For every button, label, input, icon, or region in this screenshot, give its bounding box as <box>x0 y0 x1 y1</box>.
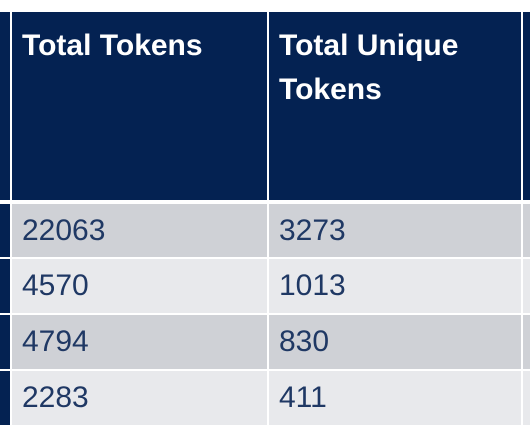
row-left-edge-cell <box>0 258 12 315</box>
header-right-edge-cell <box>522 12 530 204</box>
row-right-edge-cell <box>522 314 530 371</box>
table-row: 4794 830 <box>0 314 530 371</box>
row-left-edge-cell <box>0 202 12 259</box>
token-table-wrapper: Total Tokens Total Unique Tokens 22063 3… <box>0 12 530 432</box>
total-tokens-cell: 4794 <box>11 314 269 371</box>
total-tokens-cell: 4570 <box>11 258 269 315</box>
row-right-edge-cell <box>522 370 530 427</box>
row-left-edge-cell <box>0 370 12 427</box>
total-tokens-cell: 2283 <box>11 370 269 427</box>
total-unique-tokens-cell: 1013 <box>268 258 523 315</box>
total-unique-tokens-cell: 3273 <box>268 202 523 259</box>
row-right-edge-cell <box>522 202 530 259</box>
total-unique-tokens-cell: 411 <box>268 370 523 427</box>
table-header-row: Total Tokens Total Unique Tokens <box>0 12 530 204</box>
table-row: 4570 1013 <box>0 258 530 315</box>
row-right-edge-cell <box>522 258 530 315</box>
total-unique-tokens-cell: 830 <box>268 314 523 371</box>
table-row: 22063 3273 <box>0 202 530 259</box>
row-left-edge-cell <box>0 314 12 371</box>
table-row: 2283 411 <box>0 370 530 427</box>
token-statistics-table: Total Tokens Total Unique Tokens 22063 3… <box>0 12 530 427</box>
header-total-tokens: Total Tokens <box>11 12 269 204</box>
header-left-edge-cell <box>0 12 12 204</box>
header-total-unique-tokens: Total Unique Tokens <box>268 12 523 204</box>
total-tokens-cell: 22063 <box>11 202 269 259</box>
